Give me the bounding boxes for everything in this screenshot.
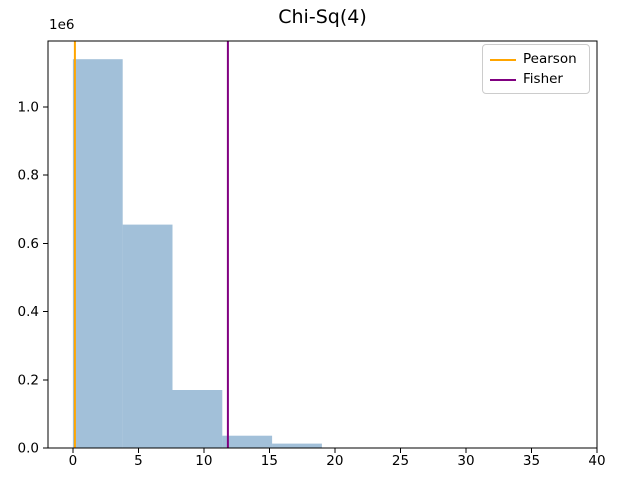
x-tick-label: 0 [69,453,78,469]
histogram-bar [72,59,123,448]
y-axis-offset-label: 1e6 [49,17,75,33]
x-tick-label: 10 [195,453,212,469]
y-tick-label: 0.8 [18,168,39,184]
y-tick-label: 0.4 [18,304,39,320]
histogram-bar [222,435,273,448]
x-tick-label: 15 [261,453,278,469]
legend-entry-fisher: Fisher [490,70,589,90]
x-tick-label: 40 [588,453,605,469]
x-tick-label: 35 [523,453,540,469]
x-tick-label: 20 [326,453,343,469]
y-tick-label: 1.0 [18,100,39,116]
y-tick-label: 0.6 [18,236,39,252]
histogram-bar [272,443,322,448]
legend-label-pearson: Pearson [523,51,577,68]
histogram-bar [122,224,173,448]
chart-title: Chi-Sq(4) [278,6,367,28]
x-tick-label: 25 [392,453,409,469]
histogram-bar [172,390,223,448]
x-tick-label: 5 [134,453,143,469]
axes-spines [47,40,598,449]
legend-entry-pearson: Pearson [490,50,589,70]
legend-label-fisher: Fisher [523,71,563,88]
pearson-line-icon [490,59,516,61]
fisher-line-icon [490,79,516,81]
y-tick-label: 0.2 [18,372,39,388]
legend: Pearson Fisher [482,44,590,94]
x-tick-label: 30 [457,453,474,469]
y-tick-label: 0.0 [18,441,39,457]
